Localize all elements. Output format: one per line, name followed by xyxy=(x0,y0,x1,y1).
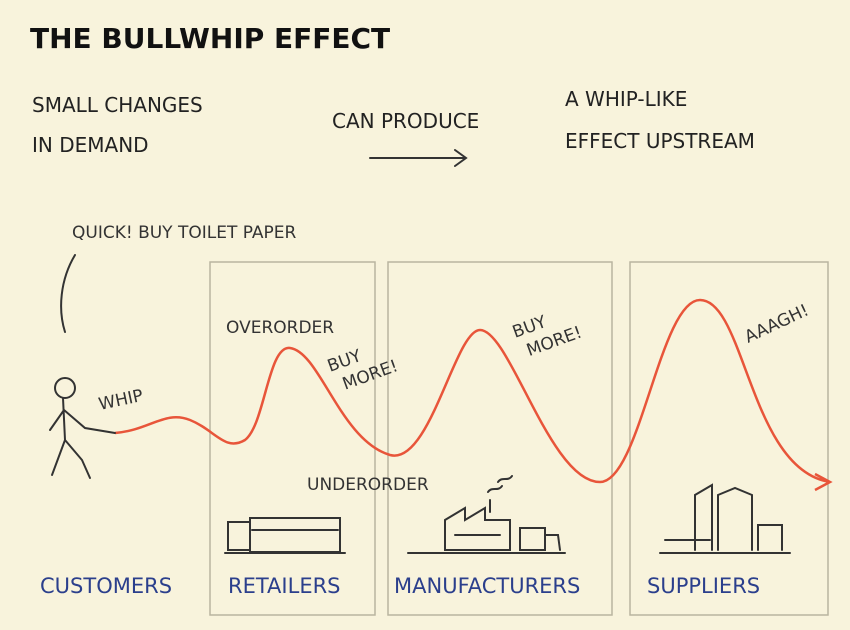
whip-curve xyxy=(114,298,833,492)
shop-icon xyxy=(224,517,346,554)
stage-label: RETAILERS xyxy=(228,574,341,598)
stage-label: MANUFACTURERS xyxy=(394,574,580,598)
speech-line xyxy=(60,254,76,333)
underorder-text: UNDERORDER xyxy=(307,475,429,495)
manufacturers-box xyxy=(387,261,613,616)
effect-text: A WHIP-LIKE EFFECT UPSTREAM xyxy=(565,87,755,153)
stick-figure xyxy=(49,377,116,479)
supplier-icon xyxy=(659,483,791,554)
shout-text: QUICK! BUY TOILET PAPER xyxy=(72,223,297,243)
link-text: CAN PRODUCE xyxy=(332,109,479,133)
arrow xyxy=(369,149,468,167)
stage-label: CUSTOMERS xyxy=(40,574,172,598)
suppliers-box xyxy=(629,261,829,616)
title: THE BULLWHIP EFFECT xyxy=(30,22,390,55)
retailers-box xyxy=(209,261,376,616)
overorder-text: OVERORDER xyxy=(226,318,334,338)
cause-text: SMALL CHANGES IN DEMAND xyxy=(32,93,203,157)
factory-icon xyxy=(407,475,566,554)
stage-label: SUPPLIERS xyxy=(647,574,760,598)
